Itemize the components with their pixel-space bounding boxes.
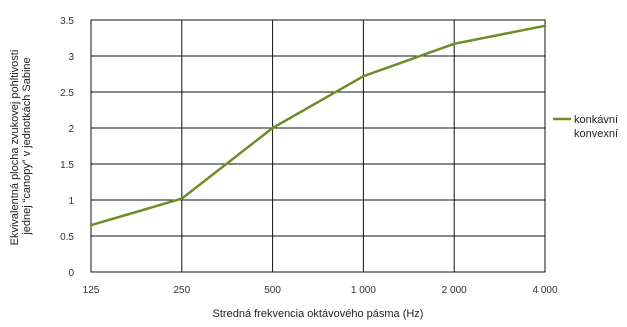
plot-frame	[90, 19, 546, 273]
y-tick-label: 0.5	[60, 232, 74, 243]
y-tick-labels: 0 0.5 1 1.5 2 2.5 3 3.5	[60, 16, 74, 279]
y-axis-title-line-2: jednej “canopy” v jednotkách Sabine	[21, 57, 33, 235]
x-tick-label: 500	[264, 285, 281, 296]
y-axis-title: Ekvivalentná plocha zvukovej pohltivosti…	[9, 47, 33, 246]
y-tick-label: 1.5	[60, 160, 74, 171]
y-tick-label: 3	[68, 52, 74, 63]
series-line	[89, 24, 547, 227]
x-tick-label: 125	[83, 285, 100, 296]
legend-label-1: konkávní	[574, 114, 618, 126]
series	[89, 24, 547, 227]
x-tick-label: 1 000	[351, 285, 376, 296]
x-tick-label: 2 000	[442, 285, 467, 296]
y-tick-label: 2	[68, 124, 74, 135]
y-axis-title-line-1: Ekvivalentná plocha zvukovej pohltivosti	[9, 50, 21, 246]
x-axis-title: Stredná frekvencia oktávového pásma (Hz)	[213, 308, 424, 320]
y-tick-label: 2.5	[60, 88, 74, 99]
y-tick-label: 3.5	[60, 16, 74, 27]
x-tick-label: 4 000	[532, 285, 557, 296]
x-tick-label: 250	[173, 285, 190, 296]
x-tick-labels: 125 250 500 1 000 2 000 4 000	[83, 285, 558, 296]
grid	[91, 20, 545, 272]
y-tick-label: 1	[68, 196, 74, 207]
y-tick-label: 0	[68, 268, 74, 279]
legend: konkávní konvexní	[553, 114, 618, 140]
legend-label-2: konvexní	[574, 128, 618, 140]
